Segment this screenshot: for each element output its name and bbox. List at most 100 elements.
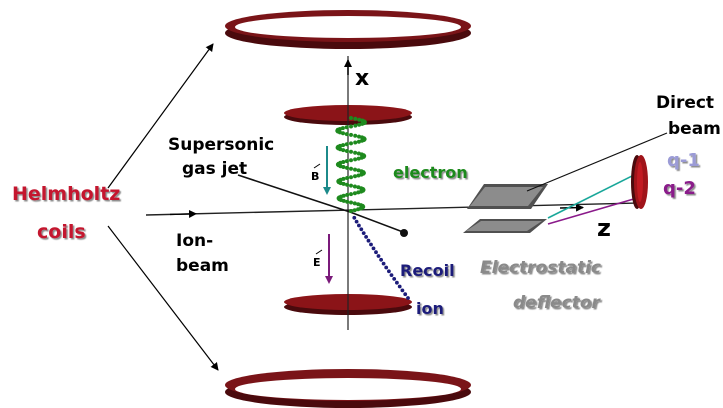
recoil-dot <box>400 288 405 293</box>
deflector-plate-lower <box>463 219 547 233</box>
recoil-dot <box>387 269 391 274</box>
b-field-label: B <box>311 170 319 183</box>
recoil-dot <box>366 238 371 243</box>
electron-dot <box>349 166 353 171</box>
electron-dot <box>344 132 349 137</box>
electron-dot <box>357 122 362 127</box>
electron-dot <box>345 192 350 197</box>
electron-dot <box>344 125 349 130</box>
e-field-label: E <box>313 256 321 269</box>
b-vector-mark <box>313 163 321 169</box>
electron-dot <box>345 165 349 170</box>
electron-dot <box>356 190 361 195</box>
electron-dot <box>344 142 349 147</box>
electron-dot <box>341 148 346 153</box>
recoil-dot <box>352 215 357 220</box>
electron-dot <box>353 123 358 128</box>
electron-dot <box>352 208 357 213</box>
electron-dot <box>349 209 353 213</box>
recoil-dot <box>384 265 389 270</box>
electron-dot <box>353 157 358 162</box>
electron-dot <box>341 198 346 203</box>
recoil-dot <box>389 273 394 277</box>
electron-dot <box>349 116 353 120</box>
gas-jet-line <box>237 174 351 213</box>
gas-jet-label-line1: Supersonic <box>168 135 274 155</box>
electron-dot <box>341 131 345 136</box>
helmholtz-label-line1: Helmholtz <box>12 183 120 205</box>
electron-dot <box>349 183 353 188</box>
electron-dot <box>341 165 346 169</box>
electron-dot <box>338 147 343 152</box>
gas-jet-label-line2: gas jet <box>182 159 247 179</box>
recoil-dot <box>395 280 399 285</box>
electron-label: electron <box>393 163 468 182</box>
recoil-label-line1: Recoil <box>400 261 455 280</box>
electron-dot <box>360 121 365 126</box>
electron-dot <box>341 143 346 148</box>
ion-beam-line <box>145 202 641 216</box>
electron-dot <box>344 159 349 164</box>
recoil-dot <box>403 292 408 297</box>
recoil-dot <box>354 219 359 224</box>
recoil-label-line2: ion <box>416 299 444 318</box>
recoil-dot <box>381 261 386 266</box>
x-axis-label: x <box>355 66 369 91</box>
helmholtz-coil-bottom <box>225 369 471 408</box>
electron-dot <box>353 174 357 179</box>
z-axis-label: z <box>597 214 611 242</box>
recoil-dot <box>379 257 383 262</box>
electron-dot <box>345 182 350 187</box>
electron-dot <box>357 117 362 122</box>
electron-dot <box>352 201 357 206</box>
electron-dot <box>353 140 358 145</box>
recoil-dot <box>371 246 376 251</box>
electron-dot <box>353 150 358 155</box>
q1-beam-line <box>547 171 641 219</box>
electron-dot <box>353 133 358 138</box>
electron-dot <box>349 124 353 129</box>
detector-disk <box>631 155 648 209</box>
electron-dot <box>337 130 342 135</box>
recoil-ion-trajectory <box>352 215 410 300</box>
direct-beam-line <box>526 132 668 192</box>
electron-helix <box>335 116 367 213</box>
electron-dot <box>349 158 353 163</box>
electron-dot <box>352 191 357 196</box>
electron-dot <box>345 176 350 180</box>
recoil-dot <box>397 284 402 289</box>
q2-label: q-2 <box>663 178 696 199</box>
recoil-dot <box>361 231 366 236</box>
electron-dot <box>345 199 350 204</box>
e-vector-mark <box>315 249 323 255</box>
electron-dot <box>341 181 346 186</box>
recoil-dot <box>392 277 397 281</box>
deflector-label-line1: Electrostatic <box>480 258 601 278</box>
direct-beam-label-line1: Direct <box>656 93 714 113</box>
electron-dot <box>357 134 361 139</box>
recoil-dot <box>376 254 381 258</box>
electron-dot <box>349 132 353 137</box>
electron-dot <box>349 192 353 197</box>
z-axis-arrow <box>559 203 584 212</box>
electron-dot <box>356 139 361 144</box>
recoil-dot <box>406 296 410 300</box>
electron-dot <box>344 149 349 153</box>
recoil-dot <box>364 235 368 239</box>
recoil-dot <box>369 242 373 247</box>
deflector-label-line2: deflector <box>513 293 601 313</box>
electron-dot <box>356 156 361 161</box>
ion-beam-label-line2: beam <box>176 256 229 276</box>
helmholtz-arrow-up <box>107 43 214 189</box>
q1-label: q-1 <box>667 150 700 171</box>
electron-dot <box>359 155 364 160</box>
electron-dot <box>360 138 364 143</box>
helmholtz-coil-top <box>225 10 471 49</box>
ion-beam-label-line1: Ion- <box>176 231 213 251</box>
helmholtz-arrow-down <box>107 225 219 371</box>
direct-beam-label-line2: beam <box>668 119 721 139</box>
recoil-end-dot <box>400 229 408 237</box>
electron-dot <box>353 167 357 172</box>
recoil-dot <box>357 223 361 228</box>
